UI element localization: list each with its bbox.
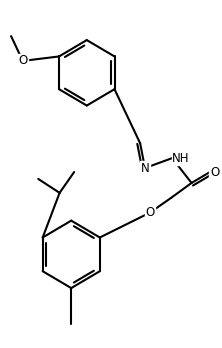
Text: NH: NH: [172, 152, 190, 165]
Text: O: O: [145, 206, 155, 219]
Text: O: O: [210, 166, 219, 179]
Text: O: O: [18, 54, 27, 68]
Text: N: N: [141, 161, 149, 175]
